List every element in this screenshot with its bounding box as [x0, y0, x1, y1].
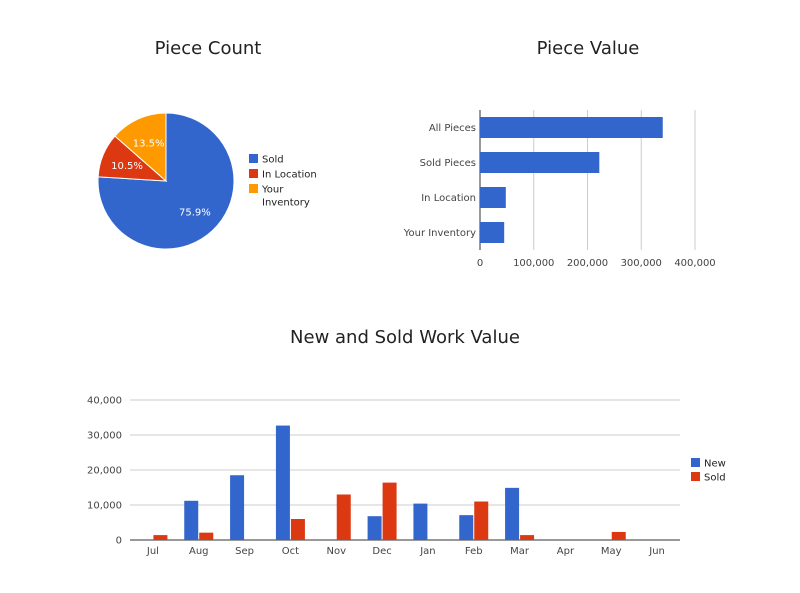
col-x-tick-label: Jul: [146, 546, 159, 557]
col-x-tick-label: Aug: [189, 546, 209, 557]
hbar-category-label: All Pieces: [429, 123, 476, 134]
col-legend-swatch: [691, 472, 700, 481]
column-chart-title: New and Sold Work Value: [290, 327, 520, 348]
col-bar-new[interactable]: [505, 487, 520, 540]
col-legend-swatch: [691, 458, 700, 467]
col-y-tick-label: 0: [116, 536, 122, 547]
hbar-category-label: In Location: [421, 193, 476, 204]
col-x-tick-label: Oct: [282, 546, 299, 557]
col-bar-sold[interactable]: [382, 482, 397, 540]
pie-slice-label: 10.5%: [111, 161, 143, 172]
col-x-tick-label: Mar: [510, 546, 530, 557]
col-bar-sold[interactable]: [336, 494, 351, 541]
col-x-tick-label: Dec: [372, 546, 391, 557]
pie-chart-title: Piece Count: [154, 38, 262, 59]
pie-legend-label: Your Inventory: [261, 185, 310, 209]
hbar-x-tick-label: 400,000: [674, 258, 715, 269]
col-bar-new[interactable]: [413, 503, 428, 540]
pie-slice[interactable]: [114, 112, 167, 183]
hbar-x-tick-label: 300,000: [621, 258, 662, 269]
col-legend-label: New: [704, 459, 726, 470]
hbar-bar[interactable]: [480, 222, 505, 243]
col-bar-sold[interactable]: [153, 535, 168, 540]
pie-slice-label: 75.9%: [179, 208, 211, 219]
col-x-tick-label: May: [601, 546, 622, 557]
pie-chart: 75.9% 10.5% 13.5% Sold In Location Your Invent…: [97, 112, 317, 250]
col-x-tick-label: Feb: [465, 546, 483, 557]
col-bar-sold[interactable]: [199, 532, 214, 540]
col-x-tick-label: Jan: [419, 546, 435, 557]
pie-legend-label: Sold: [262, 155, 284, 166]
col-bar-sold[interactable]: [474, 501, 489, 541]
col-y-tick-label: 10,000: [87, 501, 122, 512]
col-bar-sold[interactable]: [290, 519, 305, 540]
hbar-category-label: Your Inventory: [403, 228, 476, 239]
col-bar-new[interactable]: [367, 516, 382, 540]
col-bar-new[interactable]: [275, 425, 290, 540]
col-y-tick-label: 20,000: [87, 466, 122, 477]
col-y-tick-label: 30,000: [87, 431, 122, 442]
col-bar-sold[interactable]: [520, 535, 535, 540]
hbar-chart: 0 100,000 200,000 300,000 400,000 All Pieces S…: [403, 110, 716, 269]
col-bar-new[interactable]: [184, 500, 199, 540]
pie-legend-swatch: [249, 154, 258, 163]
col-y-tick-label: 40,000: [87, 396, 122, 407]
hbar-chart-title: Piece Value: [536, 38, 640, 59]
hbar-category-label: Sold Pieces: [420, 158, 476, 169]
pie-legend-swatch: [249, 169, 258, 178]
hbar-bar[interactable]: [480, 152, 600, 173]
pie-legend-label: In Location: [262, 170, 317, 181]
col-bar-new[interactable]: [459, 515, 474, 540]
col-x-tick-label: Apr: [557, 546, 575, 557]
col-x-tick-label: Jun: [648, 546, 665, 557]
hbar-x-tick-label: 100,000: [513, 258, 554, 269]
hbar-x-tick-label: 0: [477, 258, 483, 269]
hbar-bar[interactable]: [480, 187, 506, 208]
hbar-bar[interactable]: [480, 117, 663, 138]
col-x-tick-label: Sep: [235, 546, 254, 557]
col-x-tick-label: Nov: [326, 546, 346, 557]
col-legend-label: Sold: [704, 473, 726, 484]
pie-legend-swatch: [249, 184, 258, 193]
col-bar-sold[interactable]: [611, 531, 626, 540]
pie-slice-label: 13.5%: [133, 139, 165, 150]
column-chart: 0 10,000 20,000 30,000 40,000 Jul Aug Sep Oct Nov…: [87, 396, 726, 558]
hbar-x-tick-label: 200,000: [567, 258, 608, 269]
col-bar-new[interactable]: [230, 475, 245, 540]
